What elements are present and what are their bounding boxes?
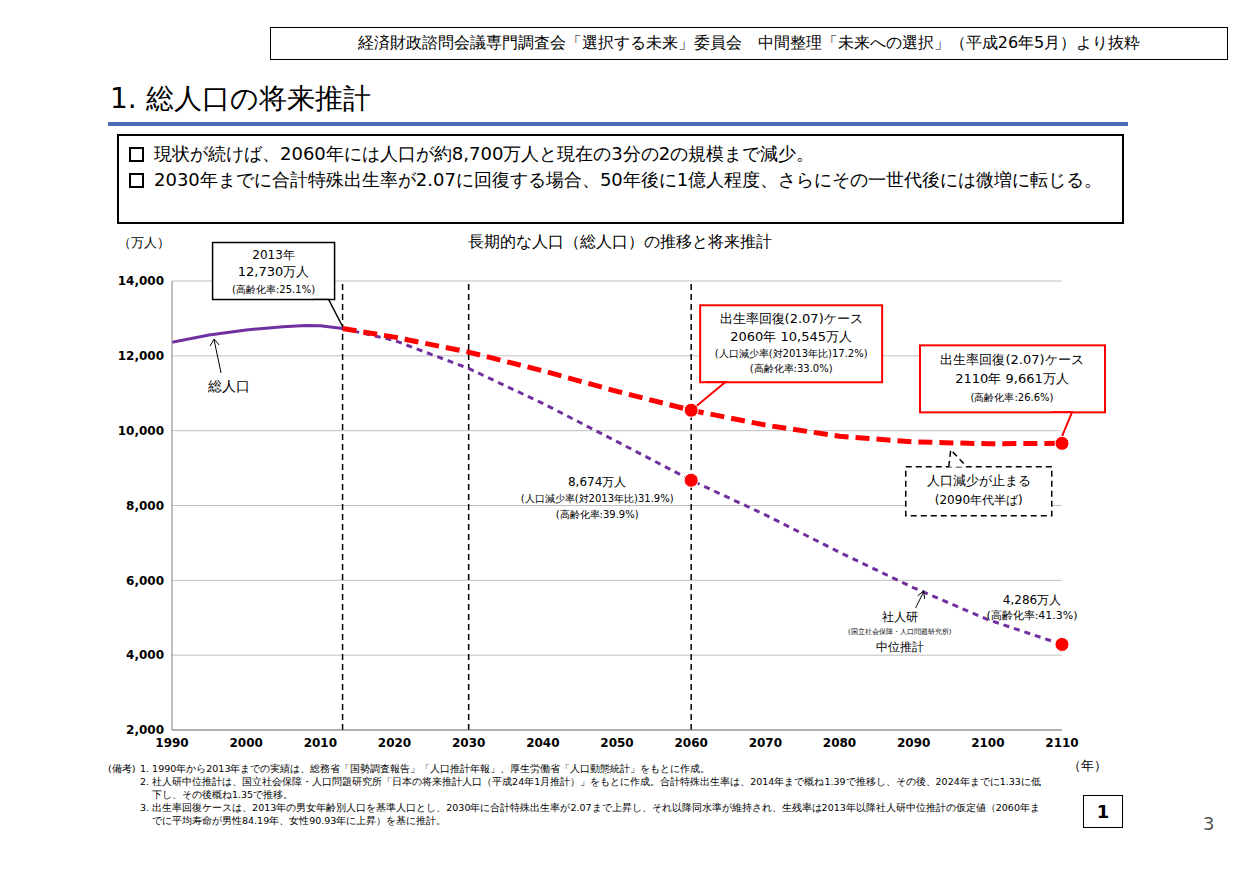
svg-text:(人口減少率(対2013年比)31.9%): (人口減少率(対2013年比)31.9%) (521, 493, 674, 504)
svg-text:2050: 2050 (600, 736, 633, 750)
svg-text:4,286万人: 4,286万人 (1003, 593, 1061, 607)
svg-text:2090: 2090 (897, 736, 930, 750)
svg-text:1990: 1990 (155, 736, 188, 750)
svg-text:(2090年代半ば): (2090年代半ば) (935, 493, 1023, 507)
svg-text:(高齢化率:41.3%): (高齢化率:41.3%) (986, 609, 1077, 622)
html-text:3: 3 (1203, 813, 1215, 834)
svg-text:(国立社会保障・人口問題研究所): (国立社会保障・人口問題研究所) (848, 628, 952, 636)
svg-text:8,000: 8,000 (126, 499, 164, 513)
svg-text:社人研: 社人研 (882, 610, 918, 624)
html-text:現状が続けば、2060年には人口が約8,700万人と現在の3: 現状が続けば、2060年には人口が約8,700万人と現在の3分の2の規模まで減少… (154, 143, 815, 164)
svg-text:2030: 2030 (452, 736, 485, 750)
svg-text:(高齢化率:33.0%): (高齢化率:33.0%) (750, 363, 833, 374)
svg-text:2110年 9,661万人: 2110年 9,661万人 (955, 371, 1068, 386)
svg-text:2040: 2040 (526, 736, 559, 750)
svg-text:2010: 2010 (304, 736, 337, 750)
svg-text:2060年 10,545万人: 2060年 10,545万人 (730, 329, 852, 344)
html-text:(備考): (備考) (108, 763, 136, 774)
svg-text:2060: 2060 (674, 736, 707, 750)
svg-text:8,674万人: 8,674万人 (568, 475, 626, 489)
svg-text:12,730万人: 12,730万人 (238, 264, 309, 279)
svg-text:2013年: 2013年 (252, 248, 295, 262)
svg-text:出生率回復(2.07)ケース: 出生率回復(2.07)ケース (940, 352, 1083, 367)
html-text:1. 1990年から2013年までの実績は、総務省「国勢調査: 1. 1990年から2013年までの実績は、総務省「国勢調査報告」「人口推計年報… (140, 763, 711, 774)
svg-text:14,000: 14,000 (118, 274, 164, 288)
svg-text:2000: 2000 (229, 736, 262, 750)
svg-text:6,000: 6,000 (126, 574, 164, 588)
svg-text:(高齢化率:26.6%): (高齢化率:26.6%) (971, 392, 1054, 403)
html-text:長期的な人口（総人口）の推移と将来推計: 長期的な人口（総人口）の推移と将来推計 (468, 232, 772, 251)
svg-text:4,000: 4,000 (126, 648, 164, 662)
html-text:（年）: （年） (1068, 758, 1107, 773)
svg-text:2080: 2080 (823, 736, 856, 750)
svg-text:10,000: 10,000 (118, 424, 164, 438)
html-text:経済財政諮問会議専門調査会「選択する未来」委員会 中間整理「: 経済財政諮問会議専門調査会「選択する未来」委員会 中間整理「未来への選択」（平成… (357, 33, 1141, 52)
svg-text:(高齢化率:39.9%): (高齢化率:39.9%) (556, 509, 639, 520)
svg-text:(人口減少率(対2013年比)17.2%): (人口減少率(対2013年比)17.2%) (715, 348, 868, 359)
svg-text:(高齢化率:25.1%): (高齢化率:25.1%) (232, 284, 315, 295)
svg-text:12,000: 12,000 (118, 349, 164, 363)
html-text:1. 総人口の将来推計: 1. 総人口の将来推計 (110, 82, 371, 115)
html-text:2. 社人研中位推計は、国立社会保障・人口問題研究所「日本の: 2. 社人研中位推計は、国立社会保障・人口問題研究所「日本の将来推計人口（平成2… (140, 776, 1041, 800)
svg-text:人口減少が止まる: 人口減少が止まる (927, 473, 1031, 488)
svg-text:2,000: 2,000 (126, 723, 164, 737)
html-text:（万人）: （万人） (118, 235, 170, 250)
svg-text:2070: 2070 (749, 736, 782, 750)
html-text:1: 1 (1096, 801, 1110, 822)
svg-text:総人口: 総人口 (207, 378, 250, 394)
svg-text:2100: 2100 (971, 736, 1004, 750)
html-text:3. 出生率回復ケースは、2013年の男女年齢別人口を基準人: 3. 出生率回復ケースは、2013年の男女年齢別人口を基準人口とし、2030年に… (140, 802, 1040, 826)
svg-text:2020: 2020 (378, 736, 411, 750)
svg-text:中位推計: 中位推計 (876, 640, 924, 654)
svg-text:出生率回復(2.07)ケース: 出生率回復(2.07)ケース (720, 311, 863, 326)
html-text:2030年までに合計特殊出生率が2.07に回復する場合、50: 2030年までに合計特殊出生率が2.07に回復する場合、50年後に1億人程度、さ… (154, 169, 1103, 190)
svg-text:2110: 2110 (1045, 736, 1078, 750)
